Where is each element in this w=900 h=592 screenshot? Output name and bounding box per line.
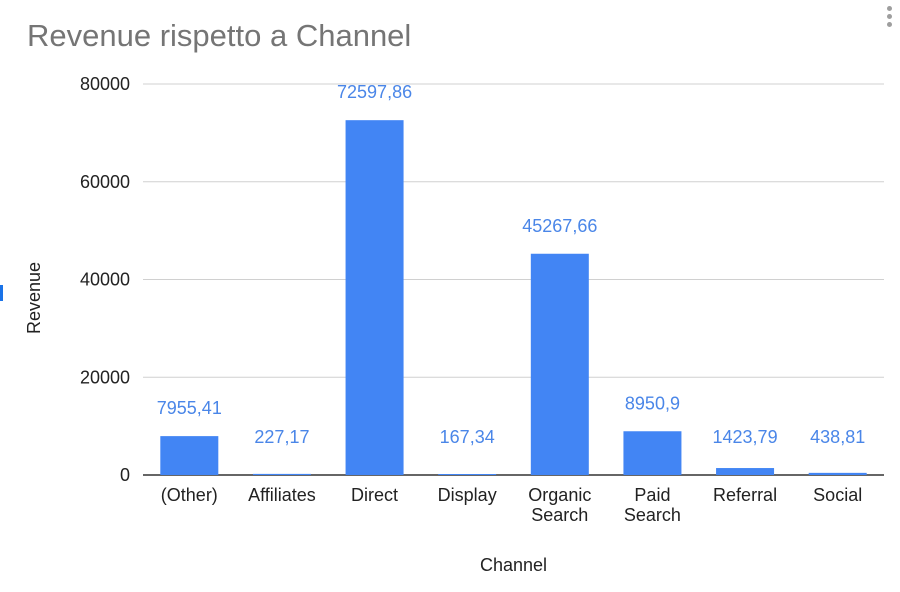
y-tick-label: 80000	[80, 74, 130, 94]
data-label: 438,81	[810, 427, 865, 447]
more-options-icon[interactable]	[884, 6, 894, 32]
bar[interactable]	[716, 468, 775, 475]
chart-title: Revenue rispetto a Channel	[27, 18, 412, 53]
y-axis-ticks: 0 20000 40000 60000 80000	[80, 74, 130, 485]
bar[interactable]	[530, 253, 589, 475]
x-tick-label: Organic	[528, 485, 591, 505]
y-tick-label: 20000	[80, 367, 130, 387]
bar[interactable]	[160, 436, 219, 475]
data-label: 227,17	[254, 427, 309, 447]
y-tick-label: 40000	[80, 270, 130, 290]
data-label: 7955,41	[157, 398, 222, 418]
x-tick-label: Direct	[351, 485, 398, 505]
y-tick-label: 60000	[80, 172, 130, 192]
bar[interactable]	[345, 120, 404, 476]
data-label: 1423,79	[713, 427, 778, 447]
bar[interactable]	[623, 431, 682, 475]
data-label: 72597,86	[337, 82, 412, 102]
x-tick-label: Search	[624, 505, 681, 525]
x-tick-label: Display	[438, 485, 497, 505]
x-tick-label: Social	[813, 485, 862, 505]
y-tick-label: 0	[120, 465, 130, 485]
x-tick-label: Paid	[634, 485, 670, 505]
x-tick-label: Referral	[713, 485, 777, 505]
bars	[160, 120, 867, 476]
y-axis-title: Revenue	[24, 262, 44, 334]
x-axis-ticks: (Other) Affiliates Direct Display OrganicSea…	[161, 485, 862, 525]
data-label: 45267,66	[522, 216, 597, 236]
x-tick-label: Affiliates	[248, 485, 316, 505]
data-label: 167,34	[440, 427, 495, 447]
x-tick-label: (Other)	[161, 485, 218, 505]
selection-handle[interactable]	[0, 285, 3, 301]
x-tick-label: Search	[531, 505, 588, 525]
bar[interactable]	[438, 474, 497, 475]
data-label: 8950,9	[625, 393, 680, 413]
gridlines	[143, 83, 884, 476]
bar[interactable]	[252, 473, 311, 475]
x-axis-title: Channel	[480, 555, 547, 575]
bar[interactable]	[808, 472, 867, 475]
data-labels: 7955,41 227,17 72597,86 167,34 45267,66 8950,…	[157, 82, 865, 447]
